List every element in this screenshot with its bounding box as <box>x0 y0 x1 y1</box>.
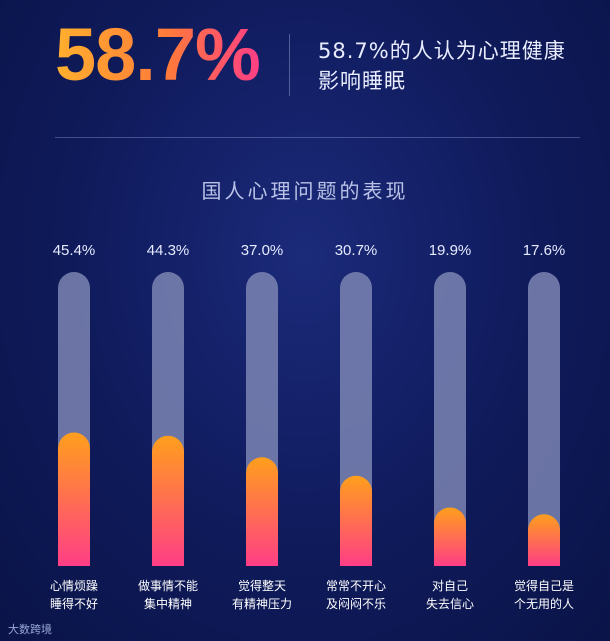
category-label: 个无用的人 <box>514 596 574 611</box>
data-label: 19.9% <box>429 242 472 259</box>
category-label: 及闷闷不乐 <box>326 596 386 611</box>
category-label: 常常不开心 <box>326 579 386 593</box>
category-label: 对自己 <box>432 579 468 593</box>
bar <box>246 457 278 566</box>
data-label: 45.4% <box>53 242 96 259</box>
category-label: 做事情不能 <box>138 578 198 593</box>
bar-track <box>434 272 466 566</box>
watermark: 大数跨境 <box>8 623 52 636</box>
data-label: 44.3% <box>147 242 190 259</box>
category-label: 失去信心 <box>426 596 474 611</box>
category-label: 心情烦躁 <box>50 579 98 593</box>
data-label: 30.7% <box>335 242 378 259</box>
category-label: 有精神压力 <box>232 597 292 611</box>
headline-section: 58.7% 58.7%的人认为心理健康影响睡眠 <box>0 0 610 130</box>
bar <box>528 514 560 566</box>
chart-title: 国人心理问题的表现 <box>201 179 409 203</box>
bar <box>152 435 184 566</box>
category-label: 觉得整天 <box>238 578 286 593</box>
data-label: 37.0% <box>241 242 284 259</box>
headline-percent: 58.7% <box>55 13 261 96</box>
headline-divider <box>289 34 290 96</box>
bar <box>58 432 90 566</box>
bar-track <box>528 272 560 566</box>
bar <box>340 475 372 566</box>
section-divider <box>55 137 580 138</box>
data-label: 17.6% <box>523 242 566 259</box>
category-label: 睡得不好 <box>50 596 98 611</box>
bar <box>434 507 466 566</box>
category-label: 集中精神 <box>144 596 192 611</box>
headline-text: 58.7%的人认为心理健康影响睡眠 <box>318 39 566 93</box>
category-label: 觉得自己是 <box>514 578 574 593</box>
